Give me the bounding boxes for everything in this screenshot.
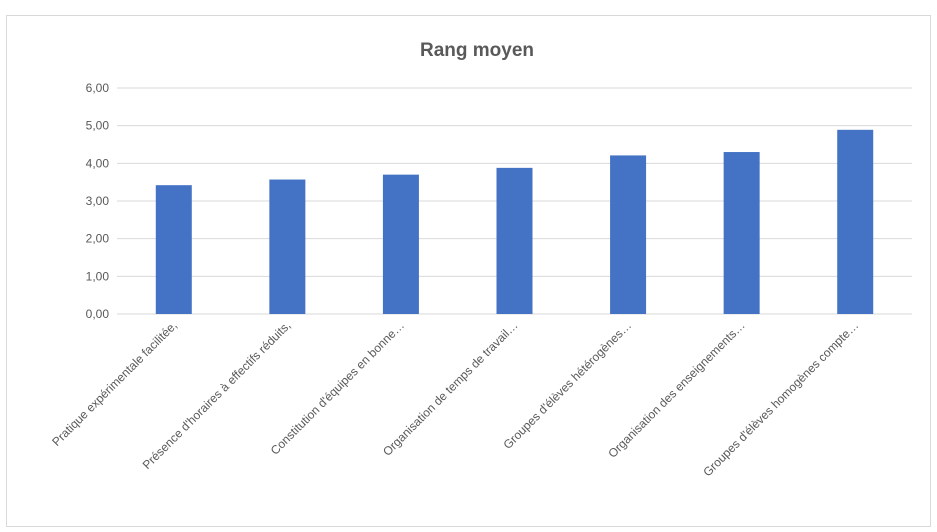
x-category-label: Organisation de temps de travail… [380, 318, 521, 459]
y-tick-label: 0,00 [86, 307, 110, 321]
bar [496, 167, 533, 314]
bar [382, 174, 419, 314]
y-axis-tick-labels: 0,00 1,00 2,00 3,00 4,00 5,00 6,00 [86, 81, 110, 321]
bar [837, 129, 874, 314]
y-tick-label: 4,00 [86, 156, 110, 170]
y-tick-label: 3,00 [86, 194, 110, 208]
y-tick-label: 2,00 [86, 232, 110, 246]
y-tick-label: 5,00 [86, 119, 110, 133]
y-tick-label: 6,00 [86, 81, 110, 95]
x-category-label: Pratique expérimentale facilitée, [49, 318, 180, 449]
bar [723, 152, 760, 314]
x-axis-category-labels: Pratique expérimentale facilitée,Présenc… [49, 318, 861, 479]
bars [155, 129, 874, 314]
y-tick-label: 1,00 [86, 269, 110, 283]
x-category-label: Groupes d'élèves hétérogènes… [500, 318, 634, 452]
x-category-label: Constitution d'équipes en bonne… [268, 318, 407, 457]
x-category-label: Organisation des enseignements… [605, 318, 747, 460]
bar-chart: Rang moyen 0,001,002,003,004,005,006,00 … [49, 40, 912, 479]
bar [269, 179, 306, 314]
bar [155, 185, 192, 314]
chart-title: Rang moyen [420, 40, 534, 61]
chart-frame: Rang moyen 0,00 1,00 2,00 3,00 4,00 5,00 6,00 … [6, 15, 931, 527]
bar [610, 155, 647, 314]
